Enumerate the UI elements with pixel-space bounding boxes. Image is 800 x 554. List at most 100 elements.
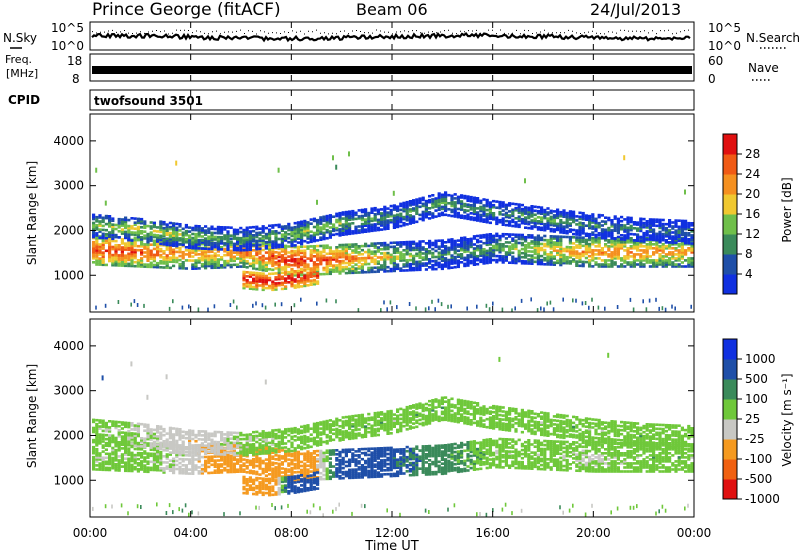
echo-cell <box>159 435 163 439</box>
echo-cell <box>335 232 339 236</box>
echo-cell <box>111 422 115 425</box>
echo-cell <box>463 202 467 206</box>
echo-cell <box>408 218 412 221</box>
echo-cell <box>527 246 531 249</box>
echo-cell <box>629 237 633 240</box>
colorbar-segment <box>723 234 737 255</box>
echo-cell <box>556 259 560 263</box>
echo-cell <box>578 242 582 245</box>
echo-cell <box>92 462 96 465</box>
echo-cell <box>623 265 627 268</box>
echo-cell <box>117 420 121 424</box>
echo-cell <box>405 252 409 256</box>
echo-cell <box>511 202 515 206</box>
echo-cell <box>440 255 444 258</box>
echo-cell <box>424 215 428 219</box>
noise-cell <box>232 299 235 304</box>
echo-cell <box>114 452 118 456</box>
echo-cell <box>655 241 659 244</box>
echo-cell <box>229 468 233 472</box>
echo-cell <box>156 265 160 269</box>
echo-cell <box>572 254 576 257</box>
echo-cell <box>216 440 220 444</box>
echo-cell <box>588 260 592 264</box>
echo-cell <box>309 283 313 286</box>
echo-cell <box>472 249 476 252</box>
echo-cell <box>108 225 112 228</box>
echo-cell <box>124 445 128 448</box>
echo-cell <box>642 245 646 248</box>
echo-cell <box>242 265 246 268</box>
echo-cell <box>629 255 633 258</box>
echo-cell <box>373 215 377 218</box>
echo-cell <box>565 221 569 225</box>
echo-cell <box>188 244 192 247</box>
echo-cell <box>389 208 393 212</box>
echo-cell <box>140 261 144 264</box>
echo-cell <box>380 264 384 267</box>
echo-cell <box>117 435 121 438</box>
echo-cell <box>562 253 566 257</box>
echo-cell <box>165 243 169 247</box>
echo-cell <box>636 223 640 226</box>
echo-cell <box>546 240 550 244</box>
echo-cell <box>348 214 352 217</box>
echo-cell <box>312 249 316 252</box>
echo-cell <box>172 248 176 252</box>
echo-cell <box>172 449 176 452</box>
echo-cell <box>370 258 374 262</box>
echo-cell <box>655 234 659 238</box>
echo-cell <box>258 231 262 234</box>
echo-cell <box>120 455 124 458</box>
echo-cell <box>588 242 592 246</box>
echo-cell <box>152 468 156 472</box>
echo-cell <box>264 244 268 248</box>
echo-cell <box>495 220 499 224</box>
echo-cell <box>642 265 646 268</box>
echo-cell <box>287 251 291 254</box>
echo-cell <box>280 235 284 238</box>
echo-cell <box>159 456 163 460</box>
echo-cell <box>594 263 598 266</box>
echo-cell <box>261 229 265 232</box>
echo-cell <box>581 226 585 229</box>
echo-cell <box>248 484 252 487</box>
echo-cell <box>348 224 352 228</box>
echo-cell <box>482 220 486 223</box>
echo-cell <box>341 227 345 230</box>
nave-right-tick-bottom: 0 <box>708 72 716 86</box>
echo-cell <box>146 251 150 254</box>
echo-cell <box>101 458 105 461</box>
echo-cell <box>328 222 332 225</box>
echo-cell <box>300 220 304 224</box>
echo-cell <box>319 272 323 276</box>
echo-cell <box>492 199 496 203</box>
echo-cell <box>588 258 592 262</box>
echo-cell <box>645 220 649 223</box>
echo-cell <box>652 224 656 227</box>
echo-cell <box>348 253 352 257</box>
echo-cell <box>290 278 294 282</box>
noise-cell <box>168 503 171 508</box>
echo-cell <box>216 449 220 452</box>
echo-cell <box>367 256 371 260</box>
echo-cell <box>207 457 211 461</box>
echo-cell <box>188 450 192 453</box>
echo-cell <box>197 231 201 234</box>
echo-cell <box>216 469 220 472</box>
echo-cell <box>444 201 448 204</box>
echo-cell <box>501 201 505 204</box>
echo-cell <box>405 250 409 254</box>
echo-cell <box>111 263 115 267</box>
echo-cell <box>172 242 176 245</box>
echo-cell <box>271 254 275 257</box>
echo-cell <box>229 263 233 267</box>
echo-cell <box>405 213 409 216</box>
echo-cell <box>194 458 198 461</box>
echo-cell <box>312 268 316 272</box>
echo-cell <box>645 251 649 254</box>
echo-cell <box>95 237 99 240</box>
echo-cell <box>556 222 560 226</box>
echo-cell <box>300 224 304 228</box>
scatter-cell <box>348 151 350 157</box>
